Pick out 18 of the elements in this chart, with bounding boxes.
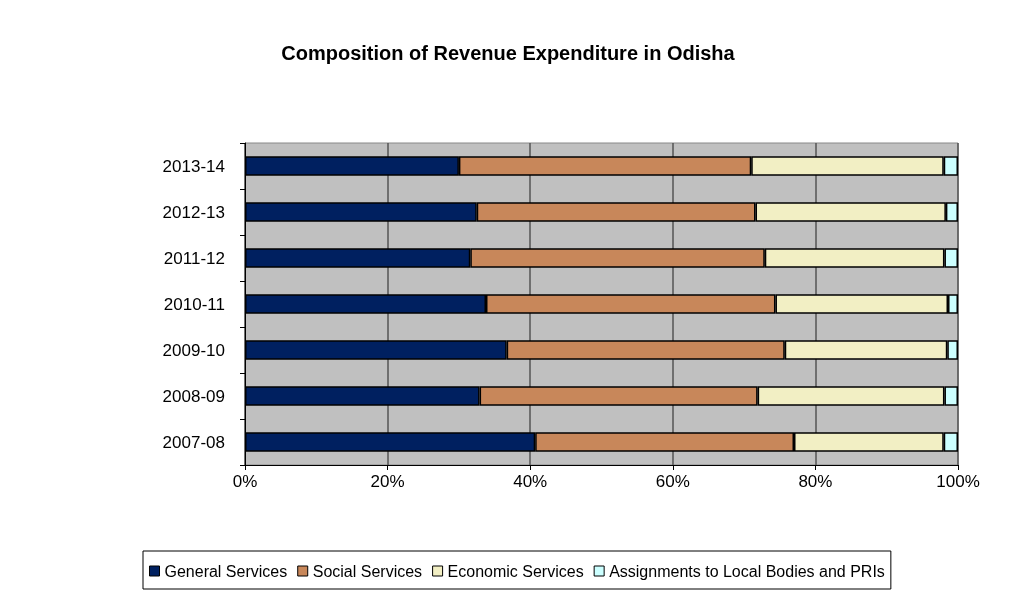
y-tick-label: 2011-12	[163, 248, 225, 268]
y-tick-label: 2007-08	[162, 432, 225, 452]
x-tick-label: 80%	[798, 472, 833, 491]
x-tick-label: 0%	[232, 472, 258, 491]
x-tick-label: 100%	[936, 472, 980, 491]
y-tick-label: 2010-11	[163, 294, 225, 314]
y-tick-label: 2012-13	[162, 202, 225, 222]
x-tick-label: 40%	[513, 472, 548, 491]
y-tick-label: 2008-09	[162, 386, 225, 406]
y-tick-label: 2009-10	[162, 340, 225, 360]
x-tick-label: 20%	[370, 472, 405, 491]
legend-label: Economic Services	[447, 562, 584, 580]
chart-title: Composition of Revenue Expenditure in Odisha	[281, 42, 736, 64]
x-tick-label: 60%	[655, 472, 690, 491]
legend-label: Assignments to Local Bodies and PRIs	[609, 562, 885, 580]
legend-label: General Services	[164, 562, 288, 580]
legend-label: Social Services	[312, 562, 423, 580]
y-tick-label: 2013-14	[162, 156, 225, 176]
